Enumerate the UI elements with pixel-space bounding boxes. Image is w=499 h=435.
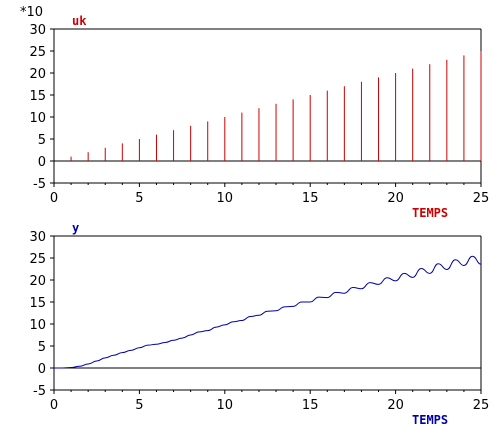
y-y-tick-label: 15 (29, 296, 46, 311)
uk-x-tick-label: 15 (302, 191, 319, 206)
uk-y-tick-label: 25 (29, 45, 46, 60)
y-series-label: y (72, 221, 79, 235)
y-multiplier-label: *10 (20, 5, 43, 20)
y-y-tick-label: -5 (33, 384, 46, 399)
y-y-tick-label: 20 (29, 274, 46, 289)
uk-chart: *10 uk TEMPS -5 0 5 10 15 20 25 30 0 5 10 15 20 25 (20, 5, 489, 220)
uk-x-tick-label: 20 (387, 191, 404, 206)
y-y-tick-label: 0 (38, 362, 46, 377)
y-x-tick-label: 10 (217, 398, 234, 413)
uk-y-tick-label: -5 (33, 177, 46, 192)
uk-series-label: uk (72, 14, 87, 28)
y-x-tick-label: 5 (135, 398, 143, 413)
uk-x-tick-label: 0 (50, 191, 58, 206)
uk-x-tick-label: 10 (217, 191, 234, 206)
uk-y-tick-label: 5 (38, 133, 46, 148)
uk-x-axis-label: TEMPS (412, 206, 448, 220)
uk-y-tick-label: 20 (29, 67, 46, 82)
y-x-tick-label: 0 (50, 398, 58, 413)
y-x-tick-label: 25 (473, 398, 490, 413)
uk-y-tick-label: 0 (38, 155, 46, 170)
y-y-tick-label: 10 (29, 318, 46, 333)
uk-x-tick-label: 25 (473, 191, 490, 206)
y-y-tick-label: 25 (29, 252, 46, 267)
y-y-tick-label: 30 (29, 230, 46, 245)
uk-y-tick-label: 30 (29, 23, 46, 38)
y-chart: y TEMPS -5 0 5 10 15 20 25 30 0 5 10 15 20 25 (29, 221, 489, 427)
y-x-axis-label: TEMPS (412, 413, 448, 427)
y-x-tick-label: 15 (302, 398, 319, 413)
y-y-tick-label: 5 (38, 340, 46, 355)
uk-x-tick-label: 5 (135, 191, 143, 206)
uk-y-tick-label: 15 (29, 89, 46, 104)
y-series-line (54, 255, 482, 369)
y-x-tick-label: 20 (387, 398, 404, 413)
uk-y-tick-label: 10 (29, 111, 46, 126)
